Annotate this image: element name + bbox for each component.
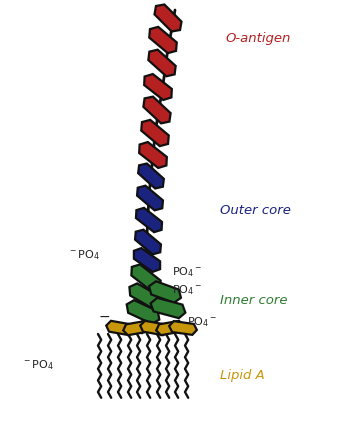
- Polygon shape: [127, 300, 159, 324]
- Text: Inner core: Inner core: [220, 293, 288, 306]
- Polygon shape: [156, 321, 184, 335]
- Text: $-$: $-$: [98, 309, 110, 323]
- Text: PO$_4$$^-$: PO$_4$$^-$: [172, 283, 202, 297]
- Polygon shape: [134, 248, 160, 272]
- Polygon shape: [148, 50, 176, 76]
- Polygon shape: [140, 321, 168, 335]
- Polygon shape: [123, 321, 151, 335]
- Polygon shape: [149, 281, 181, 303]
- Polygon shape: [135, 230, 161, 254]
- Polygon shape: [139, 142, 167, 168]
- Text: Outer core: Outer core: [220, 203, 291, 216]
- Text: PO$_4$$^-$: PO$_4$$^-$: [172, 265, 202, 279]
- Text: Lipid A: Lipid A: [220, 368, 265, 381]
- Polygon shape: [169, 321, 197, 335]
- Polygon shape: [141, 120, 169, 146]
- Polygon shape: [138, 163, 164, 189]
- Text: $^-$PO$_4$: $^-$PO$_4$: [22, 358, 54, 372]
- Polygon shape: [144, 74, 172, 100]
- Text: O-antigen: O-antigen: [225, 32, 290, 45]
- Polygon shape: [136, 208, 162, 232]
- Polygon shape: [154, 5, 181, 32]
- Polygon shape: [151, 298, 185, 318]
- Polygon shape: [137, 186, 163, 210]
- Text: PO$_4$$^-$: PO$_4$$^-$: [187, 315, 217, 329]
- Polygon shape: [131, 264, 160, 292]
- Polygon shape: [149, 27, 177, 53]
- Polygon shape: [130, 283, 160, 309]
- Polygon shape: [143, 97, 171, 123]
- Text: $^-$PO$_4$: $^-$PO$_4$: [68, 248, 100, 262]
- Polygon shape: [106, 321, 134, 335]
